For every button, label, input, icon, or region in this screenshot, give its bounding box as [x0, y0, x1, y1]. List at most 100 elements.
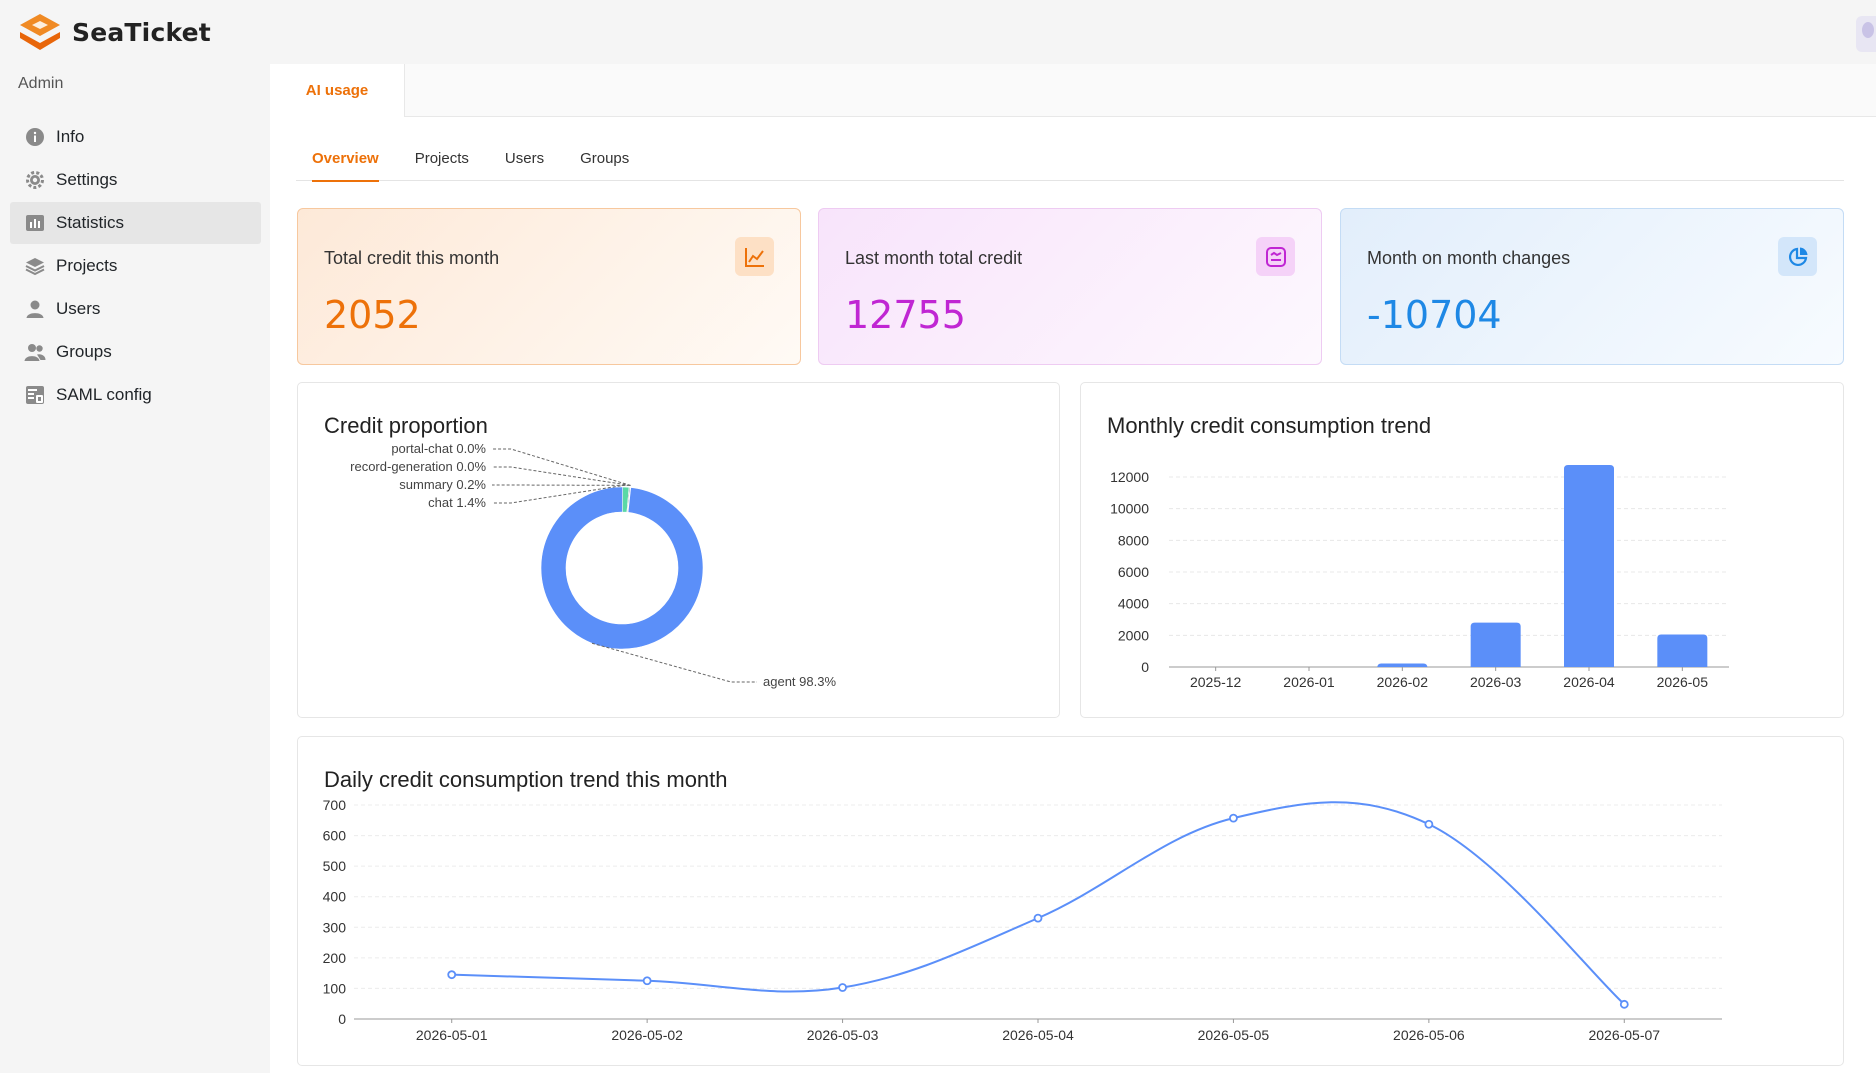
- sidebar-title: Admin: [18, 75, 64, 92]
- x-tick-label: 2026-05-03: [807, 1027, 879, 1043]
- x-tick-label: 2026-05-05: [1198, 1027, 1270, 1043]
- document-chart-icon: [1256, 237, 1295, 276]
- main-content: AI usage Overview Projects Users Groups …: [270, 64, 1876, 1073]
- x-tick-label: 2026-05-02: [611, 1027, 683, 1043]
- user-icon: [24, 298, 46, 320]
- y-tick-label: 700: [323, 797, 347, 813]
- stat-card-value: 12755: [845, 293, 966, 337]
- sidebar-item-label: SAML config: [56, 385, 152, 404]
- sidebar-item-groups[interactable]: Groups: [10, 331, 261, 373]
- y-tick-label: 200: [323, 950, 347, 966]
- sidebar-item-label: Statistics: [56, 213, 125, 232]
- info-icon: [24, 126, 46, 148]
- sidebar-item-label: Settings: [56, 170, 118, 189]
- y-tick-label: 4000: [1118, 596, 1149, 612]
- y-tick-label: 0: [338, 1011, 346, 1027]
- donut-label-agent: agent 98.3%: [763, 674, 836, 689]
- chart-title: Monthly credit consumption trend: [1107, 413, 1432, 438]
- y-tick-label: 6000: [1118, 564, 1149, 580]
- donut-label-record-generation: record-generation 0.0%: [350, 459, 486, 474]
- user-avatar-icon[interactable]: [1856, 16, 1876, 52]
- sidebar-item-label: Projects: [56, 256, 118, 275]
- stat-card-value: 2052: [324, 293, 421, 337]
- x-tick-label: 2026-01: [1283, 674, 1335, 690]
- y-tick-label: 12000: [1110, 469, 1149, 485]
- x-tick-label: 2026-05-06: [1393, 1027, 1465, 1043]
- saml-icon: [24, 384, 46, 406]
- y-tick-label: 0: [1141, 659, 1149, 675]
- data-point-2026-05-01: [447, 970, 457, 980]
- daily-trend-panel: Daily credit consumption trend this mont…: [297, 736, 1844, 1066]
- line-chart-icon: [735, 237, 774, 276]
- top-tab-bar: AI usage: [270, 64, 1876, 117]
- data-point-2026-05-06: [1424, 819, 1434, 829]
- bar-2026-04: [1564, 465, 1614, 667]
- data-point-2026-05-03: [838, 983, 847, 992]
- brand-logo[interactable]: SeaTicket: [18, 12, 211, 52]
- stat-card-month-on-month: Month on month changes -10704: [1340, 208, 1844, 365]
- sidebar-item-label: Groups: [56, 342, 112, 361]
- data-point-2026-05-04: [1033, 913, 1043, 923]
- stat-card-title: Total credit this month: [324, 248, 500, 268]
- donut-label-summary: summary 0.2%: [399, 477, 486, 492]
- x-tick-label: 2026-05-01: [416, 1027, 488, 1043]
- sidebar-item-statistics[interactable]: Statistics: [10, 202, 261, 244]
- y-tick-label: 500: [323, 858, 347, 874]
- users-icon: [24, 341, 46, 363]
- line-chart: 0 100 200 300 400 500 600 700 2026-05-01 2026-05-…: [323, 797, 1722, 1043]
- stat-card-value: -10704: [1367, 293, 1502, 337]
- y-tick-label: 600: [323, 828, 347, 844]
- bar-chart-icon: [24, 212, 46, 234]
- x-tick-label: 2026-03: [1470, 674, 1522, 690]
- chart-title: Credit proportion: [324, 413, 488, 438]
- tab-projects[interactable]: Projects: [414, 150, 469, 167]
- bar-chart: 0 2000 4000 6000 8000 10000 12000 2025-12 2026-0…: [1110, 465, 1729, 690]
- donut-chart: chat 1.4% summary 0.2% record-generation 0…: [350, 441, 836, 689]
- sidebar-item-info[interactable]: Info: [10, 116, 261, 158]
- donut-label-portal-chat: portal-chat 0.0%: [391, 441, 486, 456]
- seaticket-logo-icon: [20, 14, 60, 50]
- sidebar-item-projects[interactable]: Projects: [10, 245, 261, 287]
- tab-ai-usage[interactable]: AI usage: [270, 64, 405, 117]
- y-tick-label: 100: [323, 980, 347, 996]
- tab-groups[interactable]: Groups: [580, 150, 630, 167]
- stat-card-title: Month on month changes: [1367, 248, 1571, 268]
- sidebar-item-label: Users: [56, 299, 101, 318]
- donut-leader-line: [591, 642, 757, 683]
- x-tick-label: 2026-02: [1377, 674, 1429, 690]
- top-bar: SeaTicket: [0, 0, 1876, 64]
- tab-users[interactable]: Users: [504, 150, 545, 167]
- sidebar-item-saml-config[interactable]: SAML config: [10, 374, 261, 416]
- donut-label-chat: chat 1.4%: [428, 495, 486, 510]
- y-tick-label: 10000: [1110, 501, 1149, 517]
- donut-leader-line: [492, 484, 626, 504]
- bar-2026-02: [1377, 663, 1428, 668]
- sidebar: Admin Info Settings Statistics Projects: [0, 64, 270, 1073]
- y-tick-label: 300: [323, 919, 347, 935]
- y-tick-label: 2000: [1118, 627, 1149, 643]
- y-tick-label: 8000: [1118, 532, 1149, 548]
- bar-2026-03: [1470, 622, 1521, 667]
- stat-card-total-credit: Total credit this month 2052: [297, 208, 801, 365]
- data-point-2026-05-02: [642, 976, 652, 986]
- brand-name: SeaTicket: [72, 17, 211, 47]
- sidebar-item-label: Info: [56, 127, 85, 146]
- pie-chart-icon: [1778, 237, 1817, 276]
- donut-slice-agent: [540, 486, 704, 650]
- tab-overview[interactable]: Overview: [296, 148, 397, 182]
- x-tick-label: 2026-04: [1563, 674, 1615, 690]
- donut-leader-line: [492, 466, 631, 486]
- sidebar-item-settings[interactable]: Settings: [10, 159, 261, 201]
- sidebar-item-users[interactable]: Users: [10, 288, 261, 330]
- stat-card-last-month-credit: Last month total credit 12755: [818, 208, 1322, 365]
- x-tick-label: 2026-05-04: [1002, 1027, 1074, 1043]
- series-line: [451, 801, 1625, 1006]
- chart-title: Daily credit consumption trend this mont…: [324, 767, 728, 792]
- sidebar-nav: Info Settings Statistics Projects Users: [10, 116, 261, 417]
- data-point-2026-05-05: [1229, 813, 1238, 823]
- x-tick-label: 2025-12: [1190, 674, 1242, 690]
- credit-proportion-panel: Credit proportion chat 1.4% summary 0.2% r…: [297, 382, 1060, 718]
- layers-icon: [24, 255, 46, 277]
- bar-2026-05: [1657, 634, 1708, 667]
- gear-icon: [24, 169, 46, 191]
